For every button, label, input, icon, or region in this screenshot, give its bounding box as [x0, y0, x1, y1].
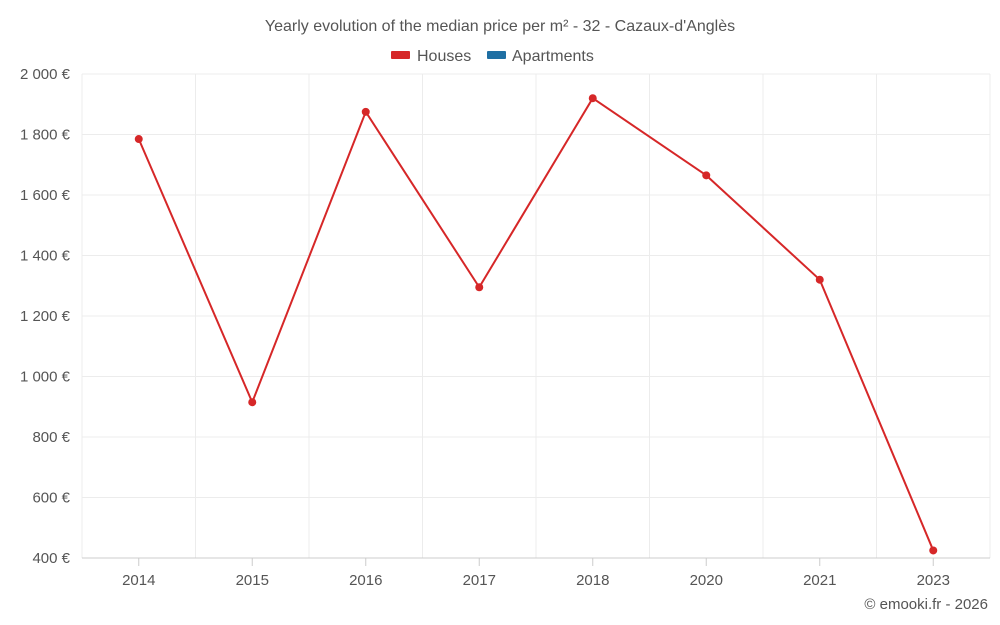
- y-tick-label: 1 400 €: [20, 248, 71, 265]
- y-tick-label: 800 €: [32, 429, 70, 446]
- legend-label-apartments: Apartments: [512, 48, 594, 65]
- y-axis-ticks: 400 € 600 € 800 € 1 000 € 1 200 € 1 400 € 1 60…: [20, 66, 71, 567]
- legend: Houses Apartments: [391, 48, 594, 65]
- data-point-houses[interactable]: [475, 283, 484, 292]
- y-tick-label: 600 €: [32, 490, 70, 507]
- x-axis-ticks: 2014 2015 2016 2017 2018 2020 2021 2023: [122, 558, 950, 589]
- y-tick-label: 2 000 €: [20, 66, 71, 83]
- legend-item-houses[interactable]: Houses: [391, 48, 471, 65]
- data-point-houses[interactable]: [134, 135, 143, 144]
- y-tick-label: 1 000 €: [20, 369, 71, 386]
- data-point-houses[interactable]: [248, 398, 257, 407]
- series-line-houses: [137, 97, 935, 551]
- legend-swatch-apartments: [487, 51, 506, 59]
- chart-title: Yearly evolution of the median price per…: [265, 18, 735, 35]
- data-point-houses[interactable]: [929, 546, 938, 555]
- legend-label-houses: Houses: [417, 48, 471, 65]
- x-tick-label: 2015: [236, 572, 269, 589]
- data-point-houses[interactable]: [361, 107, 370, 116]
- y-tick-label: 1 200 €: [20, 308, 71, 325]
- legend-swatch-houses: [391, 51, 410, 59]
- data-point-houses[interactable]: [702, 171, 711, 180]
- legend-item-apartments[interactable]: Apartments: [487, 48, 594, 65]
- y-tick-label: 400 €: [32, 550, 70, 567]
- y-tick-label: 1 800 €: [20, 127, 71, 144]
- footer-credit: © emooki.fr - 2026: [864, 596, 988, 613]
- x-tick-label: 2016: [349, 572, 382, 589]
- x-tick-label: 2017: [463, 572, 496, 589]
- data-point-houses[interactable]: [588, 94, 597, 103]
- x-tick-label: 2014: [122, 572, 155, 589]
- x-tick-label: 2021: [803, 572, 836, 589]
- data-point-houses[interactable]: [815, 275, 824, 284]
- x-tick-label: 2018: [576, 572, 609, 589]
- x-tick-label: 2023: [917, 572, 950, 589]
- x-tick-label: 2020: [690, 572, 723, 589]
- y-tick-label: 1 600 €: [20, 187, 71, 204]
- series: [134, 94, 938, 555]
- grid: [81, 73, 991, 558]
